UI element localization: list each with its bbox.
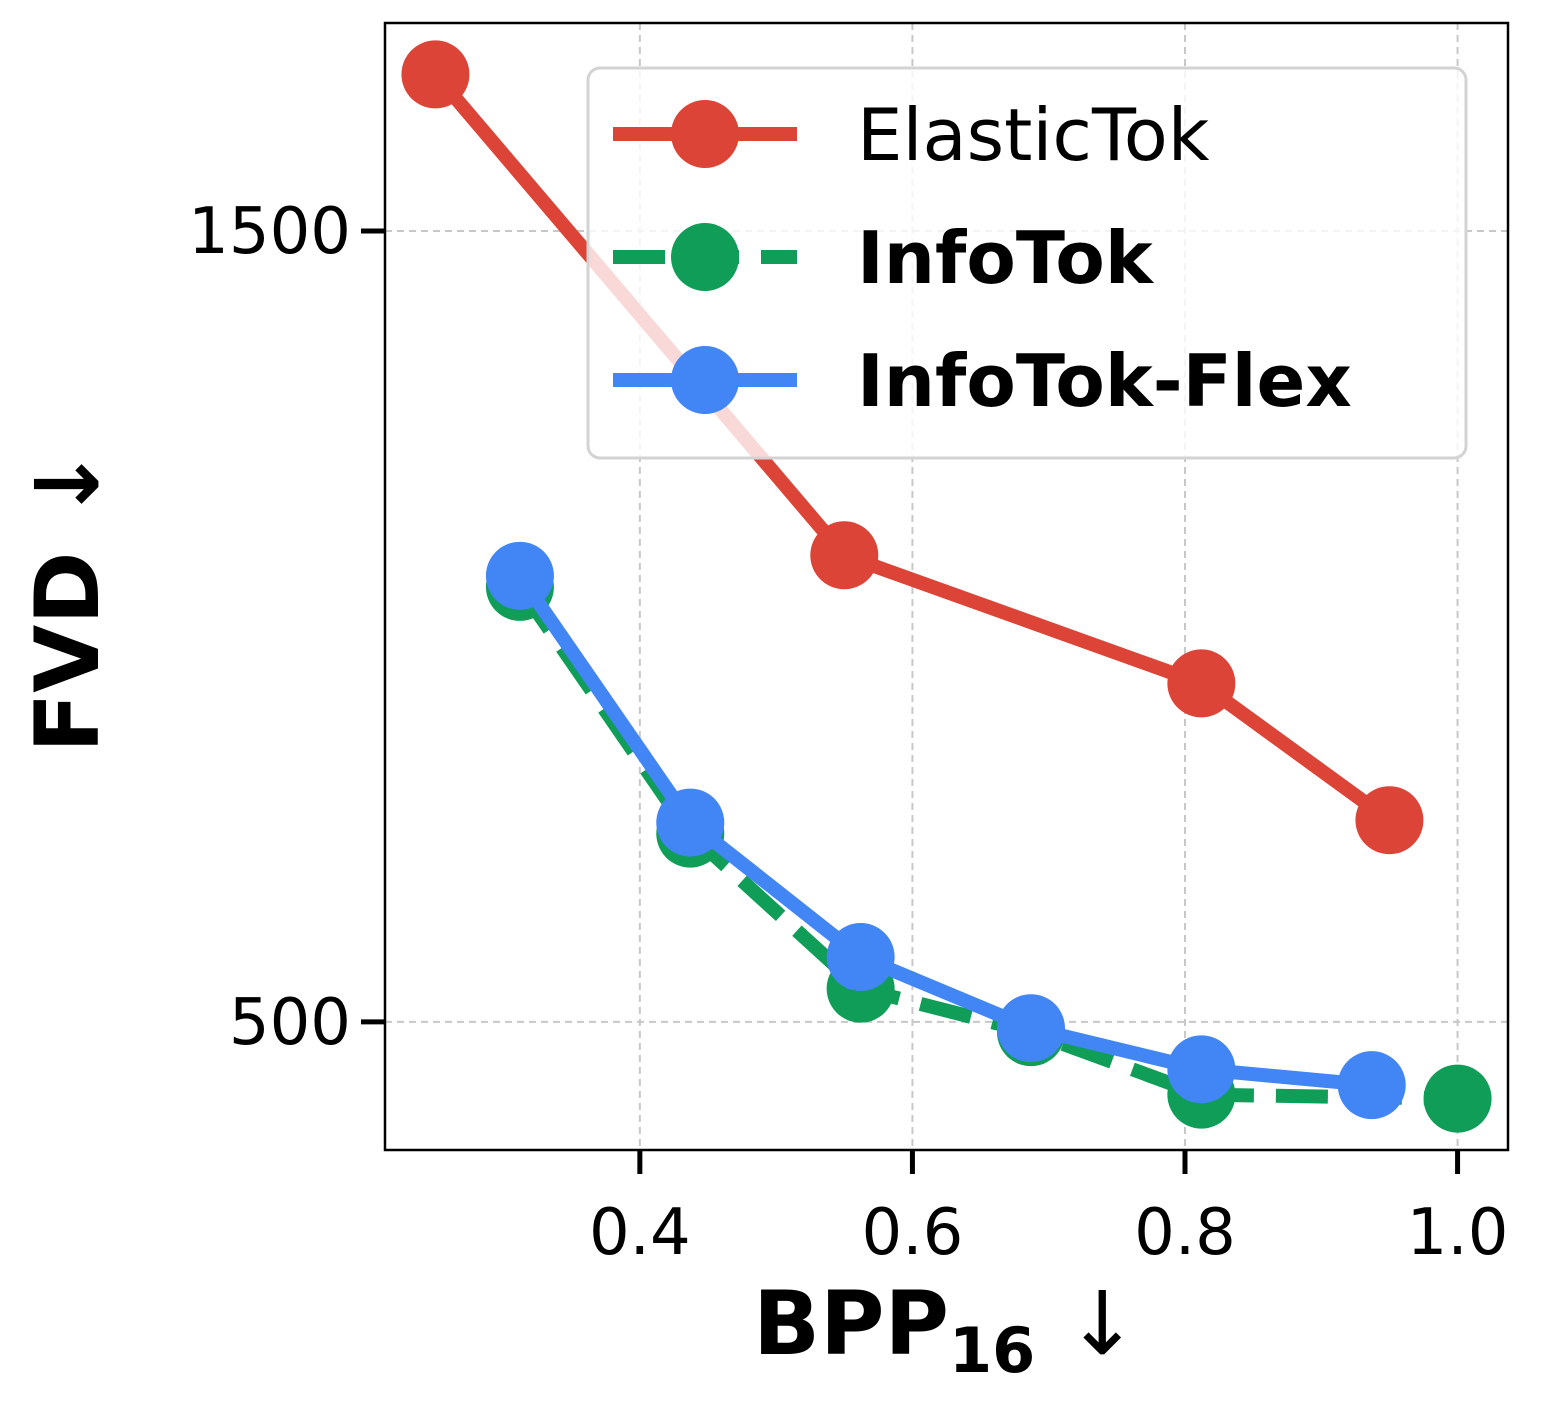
series-lines [401, 40, 1492, 1133]
data-point-elastictok-2 [1167, 649, 1236, 718]
x-tick-label-2: 0.8 [1134, 1196, 1236, 1270]
data-point-infotok-5 [1423, 1064, 1492, 1133]
data-point-infotok-flex-0 [485, 541, 554, 610]
data-point-elastictok-0 [401, 40, 470, 109]
data-point-infotok-flex-1 [656, 788, 725, 857]
legend-marker-elastictok [671, 100, 739, 168]
data-point-elastictok-3 [1355, 786, 1424, 855]
legend: ElasticTok InfoTok InfoTok-Flex [586, 66, 1468, 460]
axes: 0.4 0.6 0.8 1.0 500 1500 [188, 195, 1508, 1270]
legend-box [586, 66, 1468, 460]
x-axis-title: BPP16 ↓ [753, 1272, 1139, 1387]
legend-label-infotok-flex: InfoTok-Flex [857, 339, 1352, 423]
legend-marker-infotok [671, 223, 739, 291]
legend-label-infotok: InfoTok [857, 216, 1155, 300]
x-axis-title-arrow: ↓ [1065, 1272, 1139, 1375]
data-point-infotok-flex-3 [996, 994, 1065, 1063]
x-tick-label-3: 1.0 [1407, 1196, 1509, 1270]
grid-lines [385, 23, 1508, 1150]
x-tick-label-1: 0.6 [862, 1196, 964, 1270]
x-axis-title-main: BPP [753, 1272, 949, 1375]
series-infotok [485, 552, 1492, 1133]
legend-label-elastictok: ElasticTok [857, 93, 1210, 177]
x-tick-label-0: 0.4 [589, 1196, 691, 1270]
data-point-infotok-flex-2 [826, 923, 895, 992]
data-point-elastictok-1 [810, 521, 879, 590]
series-infotok-flex [485, 541, 1406, 1120]
plot-frame [383, 21, 1510, 1152]
y-tick-label-1: 1500 [188, 195, 351, 269]
x-axis-title-subscript: 16 [949, 1314, 1035, 1387]
data-point-infotok-flex-5 [1337, 1051, 1406, 1120]
y-axis-title: FVD ↓ [16, 447, 119, 753]
y-tick-label-0: 500 [229, 986, 351, 1060]
legend-marker-infotok-flex [671, 346, 739, 414]
data-point-infotok-flex-4 [1167, 1035, 1236, 1104]
